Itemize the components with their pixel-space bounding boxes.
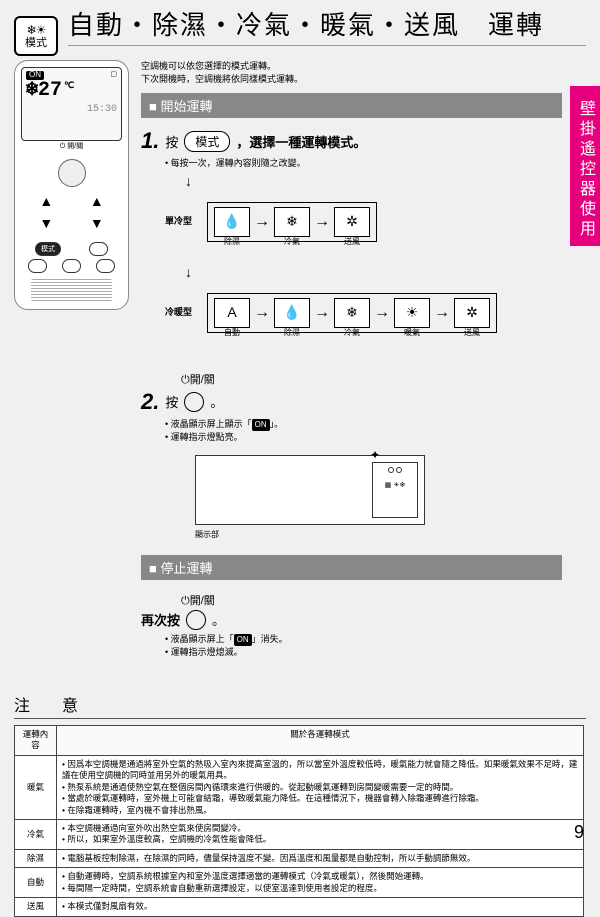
- flow-single: 💧除濕→❄冷氣→✲送風: [207, 202, 377, 242]
- stop-bullet-1: 液晶顯示屏上「ON」消失。: [165, 633, 562, 647]
- arrow-icon: →: [434, 301, 450, 325]
- mode-cell-caption: 送風: [335, 236, 369, 248]
- mode-badge-text: 模式: [25, 38, 47, 49]
- mode-cell-caption: 除濕: [215, 236, 249, 248]
- onoff-circle-icon: [184, 392, 204, 412]
- start-bar: 開始運轉: [141, 93, 562, 118]
- arrow-icon: →: [254, 210, 270, 234]
- step-2-number: 2.: [141, 389, 159, 415]
- mode-pill: 模式: [184, 131, 230, 152]
- remote-arrows: ▲▲: [21, 193, 122, 209]
- mode-cell-caption: 冷氣: [275, 236, 309, 248]
- notes-th-1: 運轉內容: [15, 725, 57, 755]
- onoff-circle-icon-2: [186, 610, 206, 630]
- step-2-onoff-label: ⏻開/關: [181, 371, 562, 387]
- press-again: 再次按: [141, 610, 180, 629]
- remote-diagram: ON▢ ❄27℃ 15:30 ⏻ 開/關 ▲▲ ▼▼ 模式: [14, 60, 129, 310]
- arrow-icon: →: [314, 301, 330, 325]
- arrow-icon: →: [314, 210, 330, 234]
- notes-desc-除濕: 電腦基板控制除濕，在除濕的同時，儘量保持溫度不變。因爲溫度和風量都是自動控制，所…: [57, 849, 584, 867]
- mode-cell-caption: 冷氣: [335, 327, 369, 339]
- step-stop: ⏻開/關 再次按 。 液晶顯示屏上「ON」消失。 運轉指示燈熄滅。: [141, 592, 562, 660]
- remote-clock: 15:30: [26, 104, 117, 115]
- mode-cell-冷氣: ❄冷氣: [334, 298, 370, 328]
- step-2-bullet-1: 液晶顯示屏上顯示「ON」。: [165, 418, 562, 432]
- remote-mode-button: 模式: [35, 242, 61, 256]
- notes-mode-暖氣: 暖氣: [15, 755, 57, 819]
- notes-desc-冷氣: 本空調機通過向室外吹出熱空氣來使房間變冷。所以，如果室外溫度較高，空調機的冷氣性…: [57, 819, 584, 849]
- mode-cell-暖氣: ☀暖氣: [394, 298, 430, 328]
- mode-cell-caption: 除濕: [275, 327, 309, 339]
- step-1-bullet: 每按一次，運轉內容則隨之改變。: [165, 157, 562, 171]
- mode-cell-caption: 自動: [215, 327, 249, 339]
- notes-desc-自動: 自動運轉時，空調系統根據室內和室外溫度選擇適當的運轉模式（冷氣或暖氣），然後開始…: [57, 868, 584, 898]
- mode-cell-除濕: 💧除濕: [274, 298, 310, 328]
- notes-th-2: 關於各運轉模式: [57, 725, 584, 755]
- section-tab: 壁掛遙控器使用: [570, 86, 600, 246]
- mode-cell-caption: 暖氣: [395, 327, 429, 339]
- page-number: 9: [574, 822, 584, 843]
- notes-mode-冷氣: 冷氣: [15, 819, 57, 849]
- mode-cell-自動: A自動: [214, 298, 250, 328]
- step-2-bullet-2: 運轉指示燈點亮。: [165, 431, 562, 445]
- flow-single-label: 單冷型: [165, 215, 201, 229]
- arrow-icon: →: [374, 301, 390, 325]
- step-1: 1. 按 模式 ，選擇一種運轉模式。 每按一次，運轉內容則隨之改變。 ↓ 單冷型…: [141, 128, 562, 357]
- remote-temp-unit: ℃: [64, 82, 74, 92]
- mode-badge-icons: ❄☀: [27, 24, 46, 36]
- mode-cell-caption: 送風: [455, 327, 489, 339]
- stop-onoff-label: ⏻開/關: [181, 592, 562, 608]
- remote-onoff-label: ⏻ 開/關: [21, 141, 122, 151]
- notes-desc-暖氣: 因爲本空調機是通過將室外空氣的熱吸入室內來提高室溫的，所以當室外溫度較低時，暖氣…: [57, 755, 584, 819]
- flow-heat-label: 冷暖型: [165, 306, 201, 320]
- step-1-number: 1.: [141, 128, 159, 154]
- stop-bullet-2: 運轉指示燈熄滅。: [165, 646, 562, 660]
- remote-temp: 27: [38, 80, 62, 102]
- notes-desc-送風: 本模式僅對風扇有效。: [57, 898, 584, 916]
- indoor-unit-diagram: ✦ ▦ ☀❄: [195, 455, 425, 525]
- mode-badge: ❄☀ 模式: [14, 16, 58, 56]
- page-title: 自動・除濕・冷氣・暖氣・送風 運轉: [68, 10, 586, 46]
- remote-onoff-button: [58, 159, 86, 187]
- mode-cell-送風: ✲送風: [334, 207, 370, 237]
- mode-cell-送風: ✲送風: [454, 298, 490, 328]
- mode-cell-冷氣: ❄冷氣: [274, 207, 310, 237]
- notes-mode-送風: 送風: [15, 898, 57, 916]
- stop-bar: 停止運轉: [141, 555, 562, 580]
- notes-table: 運轉內容 關於各運轉模式 暖氣因爲本空調機是通過將室外空氣的熱吸入室內來提高室溫…: [14, 725, 584, 917]
- unit-caption: 顯示部: [195, 529, 562, 541]
- remote-screen: ON▢ ❄27℃ 15:30: [21, 67, 122, 141]
- notes-mode-除濕: 除濕: [15, 849, 57, 867]
- mode-cell-除濕: 💧除濕: [214, 207, 250, 237]
- intro-text: 空調機可以依您選擇的模式運轉。 下次開機時，空調機將依同樣模式運轉。: [141, 60, 562, 85]
- flow-heat: A自動→💧除濕→❄冷氣→☀暖氣→✲送風: [207, 293, 497, 333]
- arrow-icon: →: [254, 301, 270, 325]
- remote-arrows2: ▼▼: [21, 215, 122, 231]
- notes-mode-自動: 自動: [15, 868, 57, 898]
- step-2: ⏻開/關 2. 按 。 液晶顯示屏上顯示「ON」。 運轉指示燈點亮。 ✦ ▦ ☀…: [141, 371, 562, 541]
- notes-title: 注 意: [14, 692, 586, 719]
